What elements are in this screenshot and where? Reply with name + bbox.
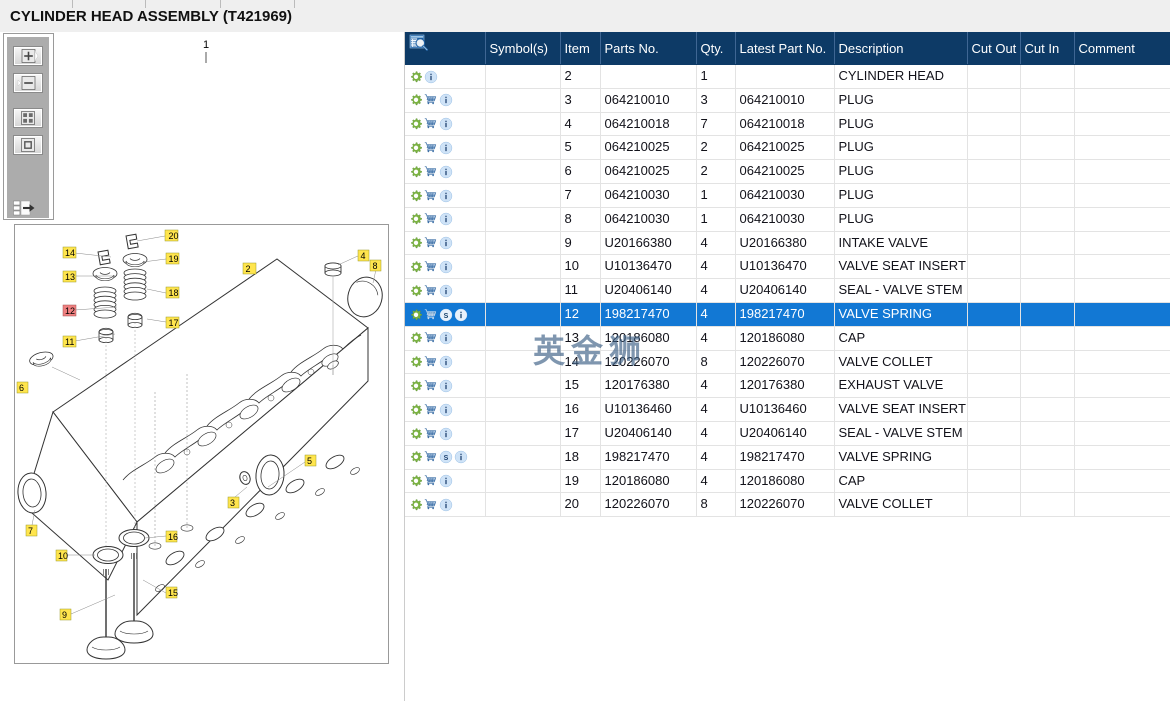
svg-text:13: 13 <box>65 272 75 282</box>
svg-text:11: 11 <box>65 337 74 347</box>
svg-text:19: 19 <box>169 254 179 264</box>
svg-text:S: S <box>444 312 449 319</box>
svg-text:16: 16 <box>168 532 178 542</box>
svg-text:2: 2 <box>246 264 251 274</box>
svg-text:S: S <box>444 455 449 462</box>
svg-text:15: 15 <box>168 588 178 598</box>
svg-text:6: 6 <box>19 383 24 393</box>
svg-text:5: 5 <box>307 456 312 466</box>
svg-text:1: 1 <box>203 39 209 51</box>
svg-text:17: 17 <box>169 318 179 328</box>
svg-text:12: 12 <box>65 306 75 316</box>
svg-text:18: 18 <box>169 288 179 298</box>
svg-text:4: 4 <box>361 251 366 261</box>
svg-text:20: 20 <box>169 231 179 241</box>
svg-text:3: 3 <box>230 498 235 508</box>
svg-text:7: 7 <box>28 526 33 536</box>
svg-text:9: 9 <box>62 610 67 620</box>
svg-text:10: 10 <box>58 551 68 561</box>
svg-text:8: 8 <box>373 261 378 271</box>
svg-text:14: 14 <box>65 248 75 258</box>
